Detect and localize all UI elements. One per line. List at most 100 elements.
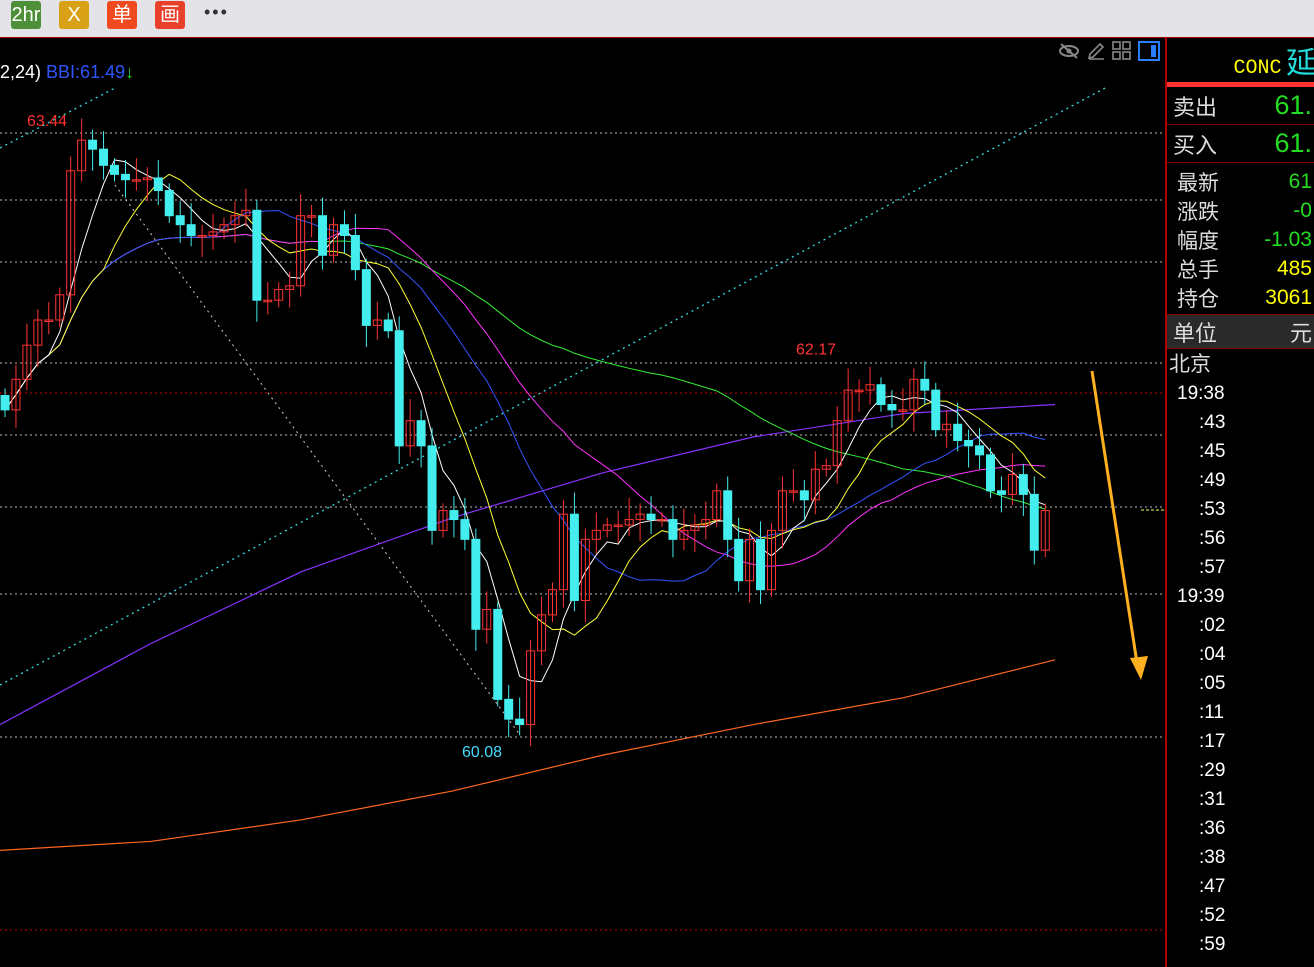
candle-up — [1040, 510, 1050, 551]
candle-down — [986, 454, 995, 492]
time-entry: 19:39 — [1177, 586, 1225, 607]
candle-down — [723, 490, 733, 540]
candle-down — [515, 718, 525, 726]
buy-row: 买入 61. — [1167, 125, 1314, 163]
candle-up — [296, 215, 306, 287]
time-entry: :53 — [1199, 499, 1226, 520]
candle-down — [996, 490, 1006, 495]
candle-up — [1007, 474, 1017, 495]
candle-up — [307, 215, 317, 218]
quote-label: 持仓 — [1177, 287, 1219, 311]
candle-down — [318, 215, 328, 256]
candle-up — [208, 231, 218, 236]
period-2hr-button[interactable]: 2hr — [11, 1, 41, 29]
candle-up — [438, 510, 448, 531]
candle-up — [285, 285, 295, 290]
unit-value: 元 — [1289, 320, 1312, 346]
time-entry: :59 — [1199, 934, 1226, 955]
quote-value: -1.03 — [1264, 227, 1312, 251]
candle-down — [920, 378, 930, 391]
close-x-button[interactable]: X — [59, 1, 89, 29]
contract-name: 延 — [1286, 47, 1314, 80]
candle-up — [843, 389, 853, 422]
candle-up — [405, 420, 415, 447]
ma10-line — [4, 173, 1046, 636]
order-button[interactable]: 单 — [107, 1, 137, 29]
trendline — [114, 184, 521, 736]
candle-down — [504, 698, 514, 720]
time-entry: :49 — [1199, 470, 1226, 491]
quote-label: 总手 — [1177, 258, 1219, 282]
candle-up — [810, 468, 820, 501]
candle-up — [241, 209, 251, 217]
more-button[interactable]: ••• — [204, 2, 229, 22]
sell-value: 61. — [1274, 90, 1312, 120]
candle-up — [537, 614, 547, 652]
candle-up — [580, 538, 590, 601]
candle-down — [569, 513, 579, 601]
unit-label: 单位 — [1173, 320, 1218, 346]
time-entry: :56 — [1199, 528, 1226, 549]
candle-up — [657, 519, 667, 522]
candle-down — [668, 519, 678, 540]
candle-up — [690, 524, 700, 531]
candle-up — [854, 389, 864, 393]
arrow-head-icon — [1130, 656, 1148, 680]
long-ma-orange — [0, 659, 1056, 852]
candle-up — [66, 170, 76, 296]
candle-up — [777, 490, 787, 531]
candle-down — [799, 490, 809, 501]
panel-toggle-icon[interactable] — [1138, 41, 1160, 61]
candle-up — [230, 215, 240, 226]
time-entry: :02 — [1199, 615, 1226, 636]
time-entry: :04 — [1199, 644, 1226, 665]
candle-up — [482, 608, 492, 630]
eye-slash-icon[interactable] — [1058, 42, 1080, 60]
candle-up — [624, 519, 634, 526]
quote-label: 幅度 — [1177, 229, 1219, 253]
candle-down — [120, 173, 130, 181]
candle-up — [602, 524, 612, 531]
candle-down — [416, 420, 426, 447]
quote-row: 涨跌 -0 — [1167, 196, 1314, 225]
candle-down — [427, 445, 437, 531]
candle-up — [548, 589, 557, 616]
sell-label: 卖出 — [1173, 94, 1218, 120]
quote-row: 最新 61 — [1167, 167, 1314, 196]
candle-up — [788, 490, 798, 493]
candle-down — [110, 164, 119, 175]
candlestick-chart[interactable]: 63.44 62.17 60.08 — [0, 38, 1165, 967]
grid-icon[interactable] — [1112, 41, 1132, 61]
ma20-line — [4, 210, 1046, 582]
candle-up — [526, 650, 536, 726]
ma5-line — [4, 159, 1046, 683]
candle-down — [734, 538, 744, 582]
candle-down — [383, 319, 393, 332]
time-entry: :31 — [1199, 789, 1226, 810]
candle-down — [876, 384, 886, 405]
candle-up — [635, 513, 645, 521]
timezone-label: 北京 — [1169, 353, 1211, 376]
price-annotation: 62.17 — [796, 341, 836, 358]
chart-icon-bar — [1058, 40, 1160, 62]
pencil-icon[interactable] — [1086, 41, 1106, 61]
candle-down — [153, 177, 163, 192]
unit-row: 单位 元 — [1167, 314, 1314, 349]
candle-down — [756, 538, 766, 591]
candle-up — [745, 538, 755, 582]
quote-row: 总手 485 — [1167, 254, 1314, 283]
candle-up — [865, 384, 875, 391]
candle-up — [22, 344, 32, 380]
candle-up — [77, 139, 87, 172]
forecast-arrow — [1090, 370, 1139, 664]
quote-row: 幅度 -1.03 — [1167, 225, 1314, 254]
time-sales-list: 北京 19:38:43:45:49:53:56:57 19:39:02:04:05… — [1167, 349, 1314, 959]
candle-up — [712, 490, 722, 521]
candle-down — [493, 608, 503, 700]
candle-up — [591, 529, 601, 540]
candle-up — [33, 319, 43, 346]
price-annotation: 63.44 — [27, 113, 67, 130]
candle-down — [164, 190, 174, 217]
draw-button[interactable]: 画 — [155, 1, 185, 29]
quote-value: 485 — [1276, 256, 1312, 280]
